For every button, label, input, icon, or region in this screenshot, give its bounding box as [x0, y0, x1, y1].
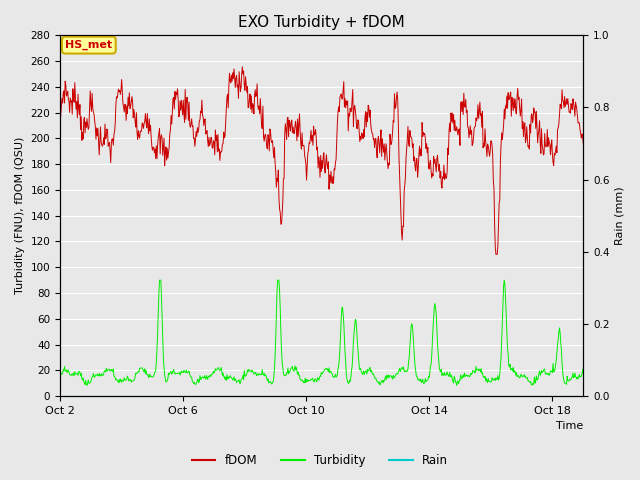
Title: EXO Turbidity + fDOM: EXO Turbidity + fDOM — [238, 15, 405, 30]
Text: HS_met: HS_met — [65, 40, 113, 50]
Y-axis label: Turbidity (FNU), fDOM (QSU): Turbidity (FNU), fDOM (QSU) — [15, 137, 25, 294]
Legend: fDOM, Turbidity, Rain: fDOM, Turbidity, Rain — [187, 449, 453, 472]
Y-axis label: Rain (mm): Rain (mm) — [615, 186, 625, 245]
X-axis label: Time: Time — [556, 421, 583, 432]
